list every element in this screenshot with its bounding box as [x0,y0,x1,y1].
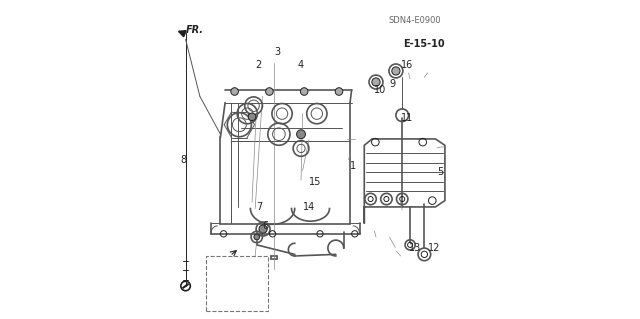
Text: 9: 9 [390,78,396,89]
Text: 4: 4 [298,60,304,70]
Circle shape [296,130,305,139]
Circle shape [248,113,256,121]
Text: FR.: FR. [186,25,204,35]
Text: 8: 8 [181,154,187,165]
Text: B-33-60: B-33-60 [220,283,263,293]
Circle shape [266,88,273,95]
Text: 16: 16 [401,60,413,70]
Text: 13: 13 [408,243,420,253]
Circle shape [392,67,400,75]
Text: 1: 1 [350,161,356,171]
Text: SDN4-E0900: SDN4-E0900 [388,16,441,25]
Text: 11: 11 [401,113,413,123]
Circle shape [335,88,343,95]
Text: 15: 15 [309,177,321,187]
Text: 12: 12 [428,243,440,253]
Text: 3: 3 [274,47,280,57]
Text: E-15-10: E-15-10 [403,39,444,49]
Circle shape [372,78,380,86]
Circle shape [300,88,308,95]
Text: 7: 7 [256,202,262,212]
Text: 2: 2 [255,60,261,70]
Text: 14: 14 [303,202,315,212]
Circle shape [259,225,267,233]
Circle shape [254,234,260,240]
Text: 6: 6 [262,221,269,231]
Text: 10: 10 [374,85,387,95]
Text: 5: 5 [437,167,444,177]
Bar [206,256,268,311]
Circle shape [231,88,239,95]
